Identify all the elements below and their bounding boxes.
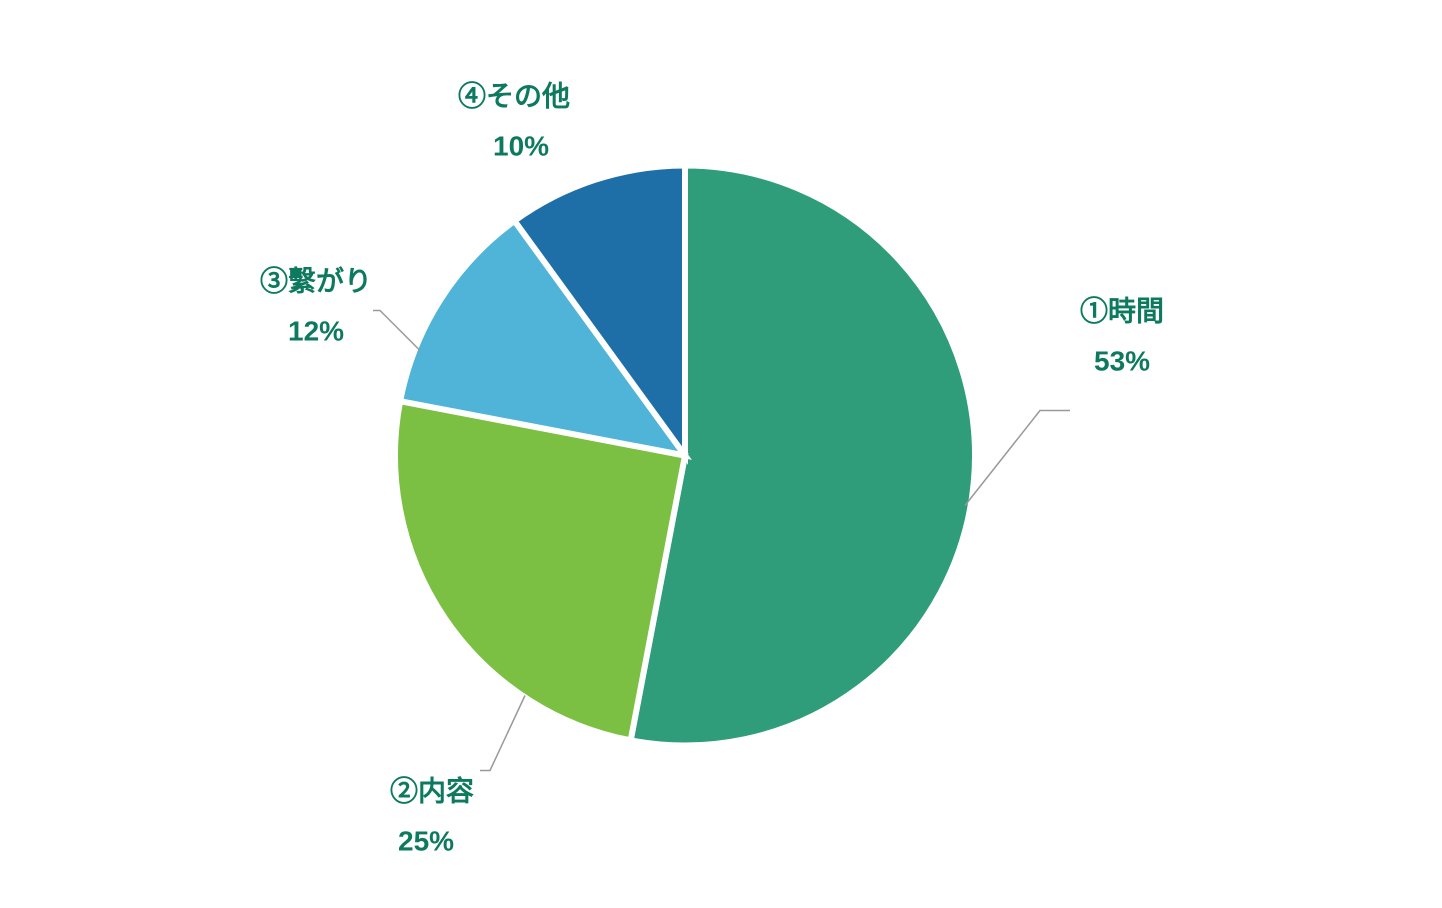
slice-percent-2: 12% — [288, 315, 344, 346]
leader-line-0 — [965, 410, 1070, 505]
slice-label-3: ④その他 — [458, 79, 570, 111]
slice-percent-0: 53% — [1094, 345, 1150, 376]
slice-label-1: ②内容 — [390, 774, 474, 806]
slice-percent-1: 25% — [398, 825, 454, 856]
leader-line-2 — [373, 310, 420, 350]
pie-chart-container: ①時間 53% ②内容 25% ③繫がり 12% ④その他 10% — [0, 0, 1442, 903]
pie-chart-svg: ①時間 53% ②内容 25% ③繫がり 12% ④その他 10% — [0, 0, 1442, 903]
leader-line-1 — [480, 695, 525, 770]
slice-label-0: ①時間 — [1080, 294, 1164, 326]
slice-label-2: ③繫がり — [260, 264, 372, 296]
slice-percent-3: 10% — [493, 130, 549, 161]
pie-slice-1 — [395, 401, 685, 740]
